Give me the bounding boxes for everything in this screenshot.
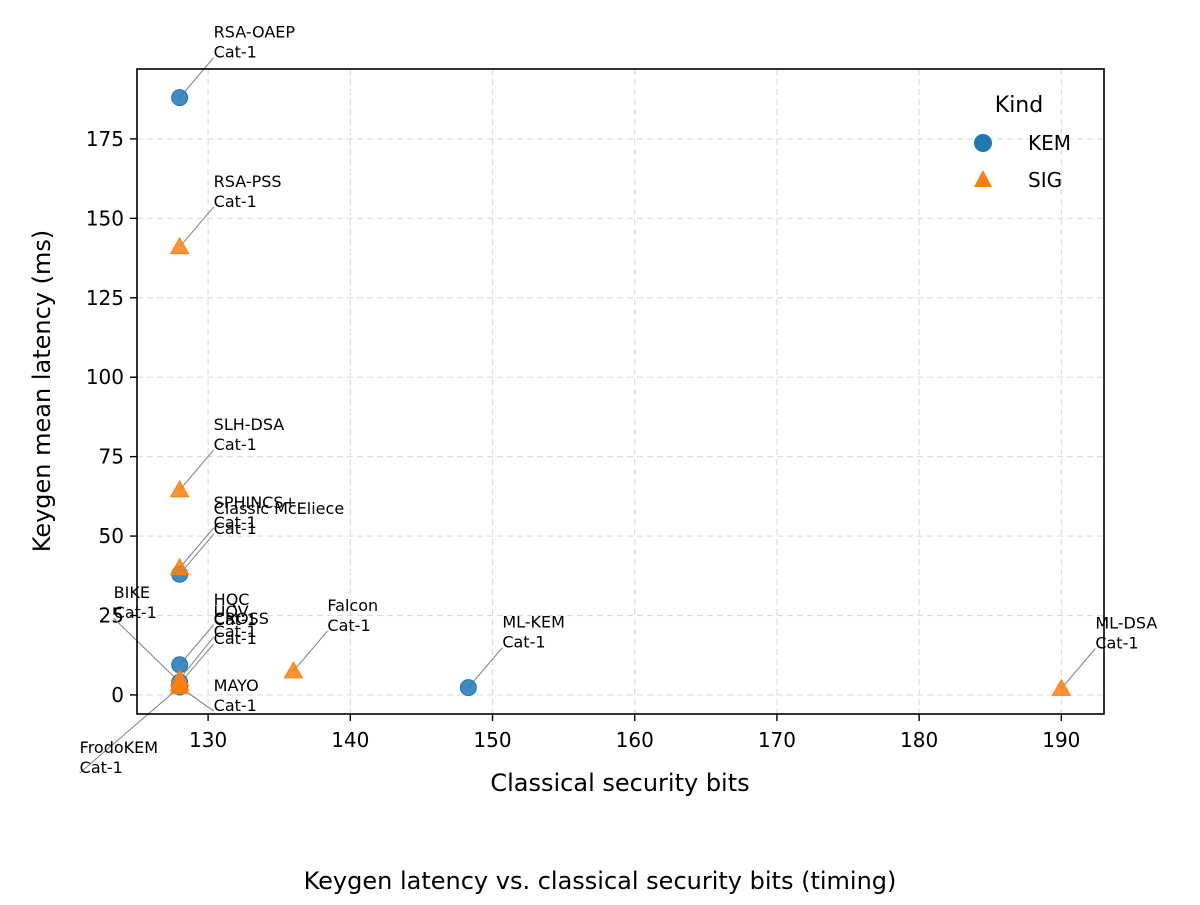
y-tick-label: 0 (111, 683, 124, 707)
connector-falcon (293, 630, 328, 672)
connector-sphincs (179, 527, 215, 569)
legend-kem-marker (974, 134, 992, 152)
x-tick-label: 170 (758, 728, 796, 752)
annotation-rsa-oaep: RSA-OAEP Cat-1 (214, 23, 296, 62)
x-axis-title: Classical security bits (490, 769, 749, 797)
annotation-falcon: Falcon Cat-1 (327, 596, 378, 635)
data-points-layer (169, 89, 1072, 697)
legend: Kind KEM SIG (974, 93, 1071, 192)
grid-layer (137, 69, 1104, 714)
legend-kem-label: KEM (1028, 131, 1071, 155)
connector-ml-kem (467, 647, 503, 688)
y-tick-label: 150 (86, 206, 124, 230)
x-tick-label: 130 (189, 728, 227, 752)
annotation-mayo: MAYO Cat-1 (214, 676, 259, 715)
annotation-rsa-pss: RSA-PSS Cat-1 (214, 172, 282, 211)
annotation-bike: BIKE Cat-1 (114, 583, 157, 622)
annotation-slh-dsa: SLH-DSA Cat-1 (214, 415, 285, 454)
connector-uov (179, 636, 215, 680)
annotation-label-layer: RSA-OAEP Cat-1 Classic McEliece Cat-1 BIKE Ca… (80, 23, 1158, 777)
y-tick-label: 50 (99, 524, 124, 548)
point-falcon (283, 661, 304, 679)
point-rsa-oaep (171, 89, 189, 107)
x-tick-label: 190 (1042, 728, 1080, 752)
point-ml-kem (459, 679, 477, 697)
connector-bike (113, 617, 181, 683)
point-slh-dsa (169, 479, 190, 498)
figure-caption: Keygen latency vs. classical security bi… (304, 867, 897, 895)
y-tick-label: 100 (86, 365, 124, 389)
y-tick-label: 175 (86, 127, 124, 151)
y-tick-label: 125 (86, 286, 124, 310)
connector-rsa-oaep (179, 57, 215, 98)
annotation-frodokem: FrodoKEM Cat-1 (80, 738, 158, 777)
plot-frame (136, 68, 1105, 715)
annotation-classic-mceliece: Classic McEliece Cat-1 (214, 499, 345, 538)
annotation-connector-layer (79, 57, 1096, 774)
annotation-uov: UOV Cat-1 (214, 602, 257, 641)
point-rsa-pss (169, 236, 190, 255)
x-tick-label: 140 (331, 728, 369, 752)
connector-rsa-pss (179, 206, 215, 248)
annotation-ml-dsa: ML-DSA Cat-1 (1095, 614, 1157, 653)
y-tick-label: 75 (99, 445, 124, 469)
annotation-hqc: HQC Cat-1 (214, 590, 257, 629)
x-tick-label: 180 (900, 728, 938, 752)
legend-title: Kind (995, 93, 1043, 118)
annotation-sphincs: SPHINCS+ Cat-1 (214, 493, 297, 532)
legend-sig-label: SIG (1028, 168, 1062, 192)
x-tick-label: 160 (616, 728, 654, 752)
connector-ml-dsa (1060, 648, 1096, 689)
y-axis-title: Keygen mean latency (ms) (28, 230, 56, 552)
connector-frodokem (79, 686, 181, 774)
point-ml-dsa (1051, 678, 1072, 696)
annotation-ml-kem: ML-KEM Cat-1 (502, 613, 565, 652)
annotation-cross: CROSS Cat-1 (214, 609, 269, 648)
x-tick-layer: 130 140 150 160 170 180 190 (189, 714, 1080, 752)
connector-slh-dsa (179, 449, 215, 491)
legend-sig-marker (974, 170, 992, 187)
connector-classic-mceliece (179, 533, 215, 575)
point-sphincs (169, 557, 190, 576)
x-tick-label: 150 (473, 728, 511, 752)
connector-hqc (179, 624, 215, 666)
point-mayo (169, 676, 190, 695)
